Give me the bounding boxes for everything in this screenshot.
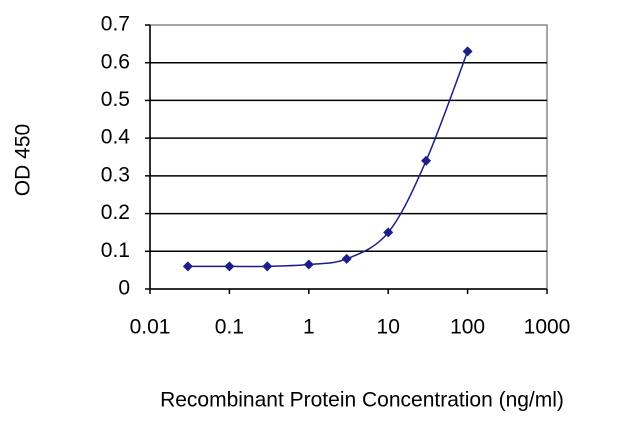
- y-axis-label: OD 450: [12, 124, 35, 196]
- x-tick-label: 1: [303, 316, 315, 339]
- x-tick-label: 100: [450, 316, 485, 339]
- y-tick-label: 0.6: [101, 50, 130, 73]
- x-tick-label: 10: [377, 316, 400, 339]
- y-tick-label: 0.4: [101, 126, 131, 149]
- x-tick-label: 0.1: [215, 316, 244, 339]
- x-tick-label: 0.01: [130, 316, 171, 339]
- y-tick-label: 0.7: [101, 13, 130, 36]
- y-tick-label: 0.2: [101, 201, 130, 224]
- y-tick-label: 0.1: [101, 239, 130, 262]
- x-tick-label: 1000: [524, 316, 571, 339]
- y-tick-label: 0.5: [101, 88, 130, 111]
- plot-frame: [149, 24, 548, 290]
- data-point: [421, 155, 432, 166]
- data-point: [303, 259, 314, 270]
- data-point: [341, 253, 352, 264]
- data-point: [262, 261, 273, 272]
- x-axis-label: Recombinant Protein Concentration (ng/ml…: [160, 389, 564, 412]
- data-point: [462, 46, 473, 57]
- data-point: [383, 227, 394, 238]
- y-tick-label: 0.3: [101, 163, 130, 186]
- data-point: [182, 261, 193, 272]
- y-tick-label: 0: [118, 277, 130, 300]
- data-point: [224, 261, 235, 272]
